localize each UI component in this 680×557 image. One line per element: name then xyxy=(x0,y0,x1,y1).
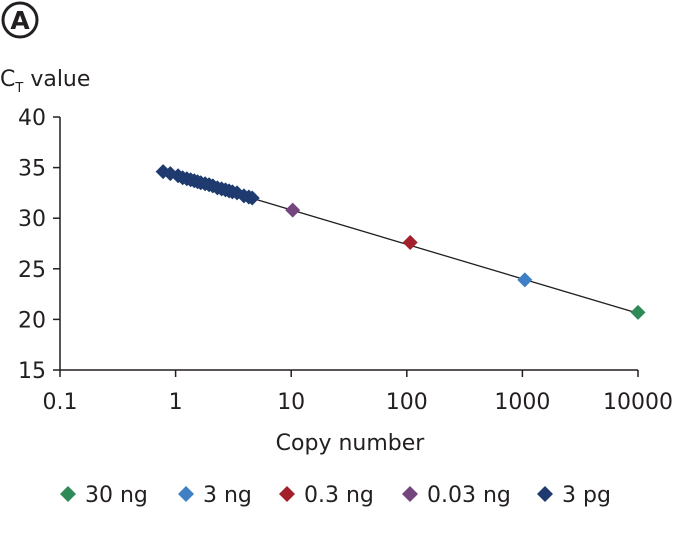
y-axis-title-rest: value xyxy=(23,67,90,92)
legend-label-4: 0.03 ng xyxy=(427,483,511,508)
data-point-2 xyxy=(517,272,533,288)
data-point-1 xyxy=(630,304,646,320)
x-axis-title: Copy number xyxy=(276,431,426,456)
y-axis-title-subscript: T xyxy=(14,81,23,96)
legend-label-1: 30 ng xyxy=(85,483,148,508)
y-axis-ticks: 15 20 25 30 35 40 xyxy=(18,106,60,384)
legend-marker-5 xyxy=(537,486,553,502)
x-tick-label: 1000 xyxy=(494,390,550,415)
legend-marker-2 xyxy=(178,486,194,502)
y-axis-title-main: C xyxy=(0,67,15,92)
y-tick-label: 40 xyxy=(18,106,46,131)
panel-label-text: A xyxy=(10,6,30,35)
x-tick-label: 100 xyxy=(386,390,428,415)
x-tick-label: 1 xyxy=(169,390,183,415)
legend: 30 ng 3 ng 0.3 ng 0.03 ng 3 pg xyxy=(60,483,611,508)
y-tick-label: 25 xyxy=(18,258,46,283)
legend-marker-1 xyxy=(60,486,76,502)
data-point-4 xyxy=(285,202,301,218)
data-point-5 xyxy=(244,190,260,206)
x-tick-label: 0.1 xyxy=(43,390,78,415)
panel-label-circle xyxy=(1,1,39,39)
y-tick-label: 20 xyxy=(18,308,46,333)
legend-label-5: 3 pg xyxy=(562,483,611,508)
axes xyxy=(59,117,638,371)
x-tick-label: 10000 xyxy=(603,390,673,415)
y-tick-label: 15 xyxy=(18,359,46,384)
legend-label-2: 3 ng xyxy=(203,483,252,508)
x-axis-ticks: 0.1 1 10 100 1000 10000 xyxy=(43,370,673,415)
legend-marker-3 xyxy=(279,486,295,502)
legend-label-3: 0.3 ng xyxy=(304,483,374,508)
y-axis-title: CT value xyxy=(0,67,90,96)
y-tick-label: 35 xyxy=(18,157,46,182)
data-point-3 xyxy=(402,234,418,250)
data-markers xyxy=(155,164,646,320)
y-tick-label: 30 xyxy=(18,207,46,232)
panel-label: A xyxy=(1,1,39,39)
x-tick-label: 10 xyxy=(277,390,305,415)
legend-marker-4 xyxy=(402,486,418,502)
